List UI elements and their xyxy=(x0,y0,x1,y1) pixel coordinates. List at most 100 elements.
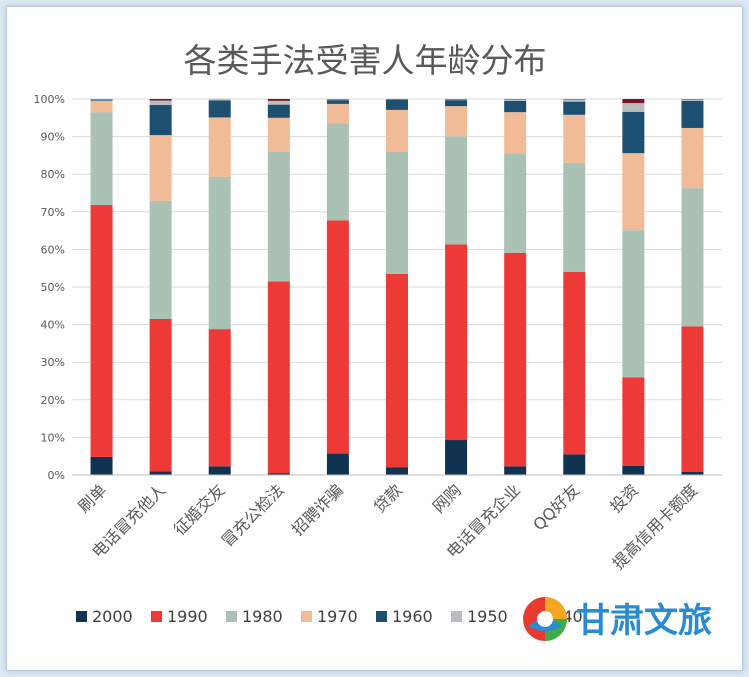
bar-segment-1990 xyxy=(267,281,290,474)
chart-title: 各类手法受害人年龄分布 xyxy=(184,41,547,80)
bar-segment-1990 xyxy=(563,271,586,455)
legend-swatch xyxy=(151,611,162,622)
legend-swatch xyxy=(301,611,312,622)
bar-segment-2000 xyxy=(622,465,645,475)
legend-label: 1960 xyxy=(392,607,433,626)
bar-segment-1950 xyxy=(622,103,645,112)
bar-segment-2000 xyxy=(445,440,468,475)
bar-stack xyxy=(267,99,290,475)
bar-segment-1960 xyxy=(445,100,468,107)
bar-segment-1940 xyxy=(267,99,290,101)
bar-segment-1960 xyxy=(681,100,704,128)
bar-segment-1970 xyxy=(563,114,586,163)
bar-segment-2000 xyxy=(267,473,290,475)
bar-segment-1960 xyxy=(326,100,349,104)
bar-segment-1960 xyxy=(504,100,527,113)
legend: 2000199019801970196019501940 xyxy=(76,607,583,626)
bar-segment-1980 xyxy=(386,151,408,274)
x-tick-label: 网购 xyxy=(429,480,465,516)
legend-swatch xyxy=(376,611,387,622)
bar-segment-1950 xyxy=(267,100,290,105)
bar-segment-1960 xyxy=(563,101,586,115)
bar-segment-1970 xyxy=(90,100,113,113)
bar-segment-1990 xyxy=(504,252,527,467)
bar-segment-1980 xyxy=(90,112,113,206)
legend-item: 1960 xyxy=(376,607,433,626)
x-tick-label: 招聘诈骗 xyxy=(288,480,347,539)
x-tick-label: QQ好友 xyxy=(529,480,583,534)
y-axis-ticks: 0% 10% 20% 30% 40% 50% 60% 70% 80% 90% 100% xyxy=(34,93,65,482)
logo-icon xyxy=(523,597,567,641)
bar-segment-1990 xyxy=(445,244,468,441)
bar-segment-1970 xyxy=(622,153,645,231)
bar-segment-1970 xyxy=(208,117,231,177)
y-tick-label: 90% xyxy=(41,131,65,144)
legend-label: 1950 xyxy=(467,607,508,626)
x-tick-label: 投资 xyxy=(606,480,642,516)
bar-segment-2000 xyxy=(208,466,231,475)
bar-segment-1950 xyxy=(563,99,586,102)
bar-segment-1970 xyxy=(149,135,172,201)
legend-label: 1970 xyxy=(317,607,358,626)
bar-segment-1980 xyxy=(445,136,468,245)
y-tick-label: 40% xyxy=(41,319,65,332)
bar-segment-1980 xyxy=(326,123,349,221)
bar-segment-1960 xyxy=(90,100,113,101)
bar-segment-1960 xyxy=(386,99,408,110)
bar-segment-1970 xyxy=(326,103,349,124)
bar-segment-1980 xyxy=(563,162,586,272)
legend-label: 1990 xyxy=(167,607,208,626)
bar-segment-1990 xyxy=(622,377,645,466)
bar-stack xyxy=(90,99,113,475)
y-tick-label: 20% xyxy=(41,394,65,407)
bar-segment-1980 xyxy=(267,151,290,282)
legend-swatch xyxy=(226,611,237,622)
bar-segment-1950 xyxy=(326,99,349,101)
y-tick-label: 30% xyxy=(41,356,65,369)
bar-segment-2000 xyxy=(681,471,704,475)
bar-segment-1950 xyxy=(208,99,231,101)
watermark-text: 甘肃文旅 xyxy=(576,601,712,641)
legend-label: 1980 xyxy=(242,607,283,626)
bar-segment-1980 xyxy=(208,176,231,330)
bar-segment-2000 xyxy=(504,466,527,475)
y-tick-label: 70% xyxy=(41,206,65,219)
bar-segment-1970 xyxy=(681,127,704,189)
bar-stack xyxy=(504,99,527,475)
bar-segment-1970 xyxy=(445,106,468,137)
bar-stack xyxy=(149,99,172,475)
legend-item: 1980 xyxy=(226,607,283,626)
bar-segment-1960 xyxy=(622,111,645,154)
bar-segment-1960 xyxy=(208,100,231,118)
bar-segment-2000 xyxy=(90,456,113,475)
x-tick-label: 刷单 xyxy=(74,480,110,516)
bar-segment-1990 xyxy=(208,329,231,467)
bar-segment-2000 xyxy=(386,467,408,475)
bar-segment-1950 xyxy=(504,99,527,101)
bar-segment-1990 xyxy=(326,220,349,454)
bar-segment-1960 xyxy=(149,105,172,136)
legend-swatch xyxy=(76,611,87,622)
bar-stack xyxy=(622,99,645,475)
bar-segment-1990 xyxy=(149,318,172,472)
bar-segment-2000 xyxy=(326,453,349,475)
bar-segment-1950 xyxy=(681,99,704,101)
y-tick-label: 80% xyxy=(41,168,65,181)
x-tick-label: 贷款 xyxy=(370,480,406,516)
legend-item: 1970 xyxy=(301,607,358,626)
bar-segment-1940 xyxy=(622,99,645,104)
y-tick-label: 0% xyxy=(48,469,65,482)
bar-segment-1940 xyxy=(149,99,172,101)
bar-stack xyxy=(445,99,468,475)
y-tick-label: 100% xyxy=(34,93,65,106)
bars xyxy=(72,99,722,476)
bar-segment-1990 xyxy=(90,205,113,457)
bar-stack xyxy=(208,99,231,475)
legend-label: 2000 xyxy=(92,607,133,626)
bar-segment-2000 xyxy=(149,471,172,475)
bar-stack xyxy=(326,99,349,475)
bar-segment-1990 xyxy=(681,326,704,472)
legend-item: 2000 xyxy=(76,607,133,626)
